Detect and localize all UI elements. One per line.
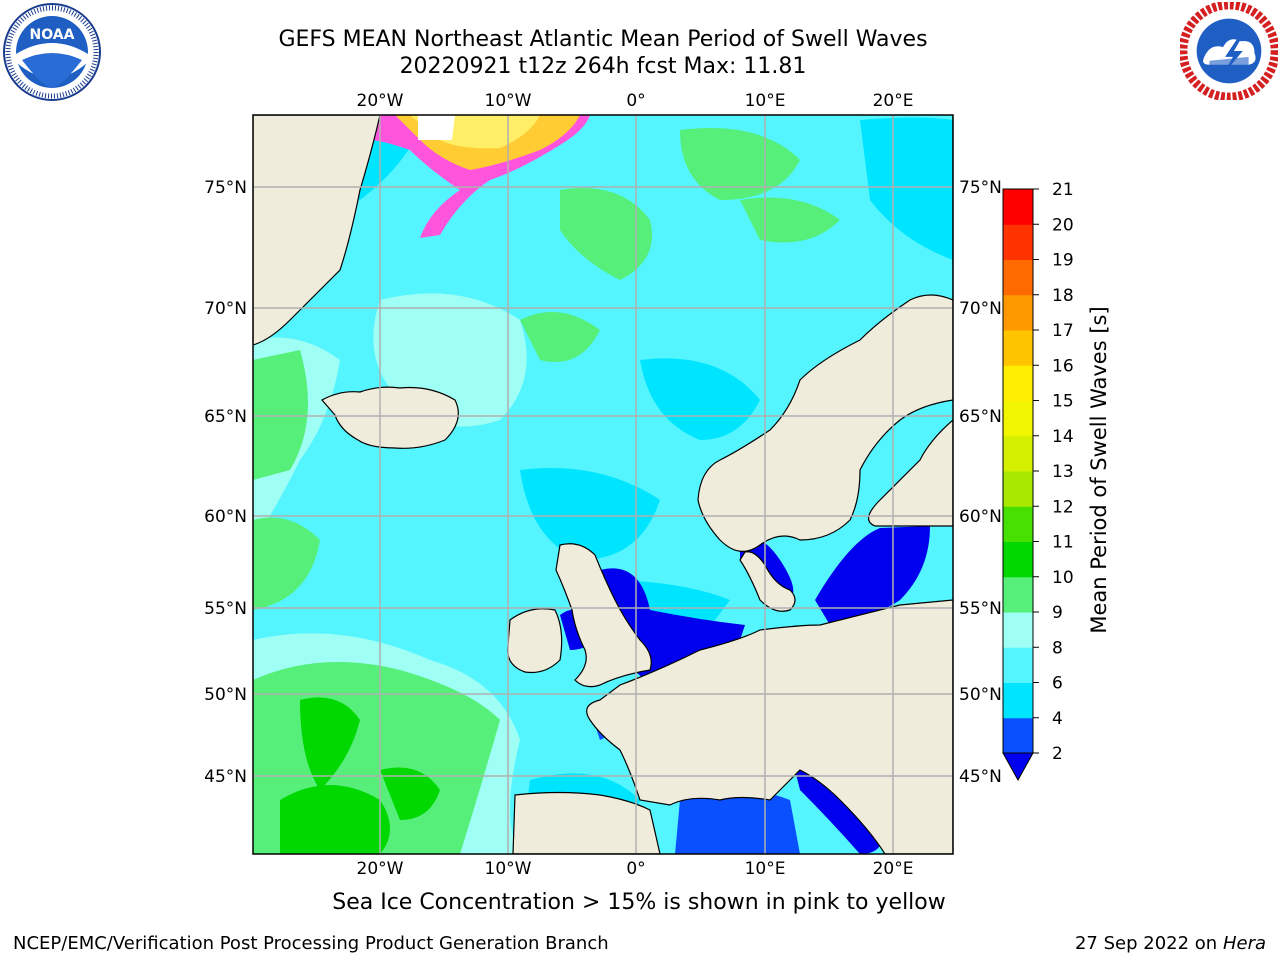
map-area: [253, 115, 953, 854]
finland-area: [868, 419, 953, 527]
lat-label-right: 70°N: [959, 299, 1002, 319]
sea-ice-caption: Sea Ice Concentration > 15% is shown in …: [332, 890, 946, 915]
colorbar-segment: [1003, 330, 1033, 366]
lon-labels-top: 20°W 10°W 0° 10°E 20°E: [357, 91, 914, 111]
colorbar-tick-label: 17: [1052, 321, 1074, 341]
colorbar-segment: [1003, 400, 1033, 437]
colorbar-segment: [1003, 471, 1033, 507]
colorbar-tick-label: 16: [1052, 356, 1074, 376]
denmark: [739, 551, 796, 612]
colorbar-tick-label: 10: [1052, 568, 1074, 588]
lat-label-right: 60°N: [959, 507, 1002, 527]
chart-title: GEFS MEAN Northeast Atlantic Mean Period…: [278, 27, 928, 52]
lat-labels-right: 75°N 70°N 65°N 60°N 55°N 50°N 45°N: [959, 178, 1002, 787]
colorbar-tick-label: 9: [1052, 603, 1063, 623]
lon-label-top: 0°: [626, 91, 645, 111]
lat-label-right: 75°N: [959, 178, 1002, 198]
colorbar-tick-label: 21: [1052, 180, 1074, 200]
nws-logo-icon: [1180, 2, 1278, 100]
iceland: [321, 386, 459, 449]
colorbar-tick-label: 6: [1052, 674, 1063, 694]
noaa-logo-icon: NOAA: [3, 3, 101, 101]
colorbar-segment: [1003, 259, 1033, 296]
colorbar-segment: [1003, 576, 1033, 613]
colorbar-segment: [1003, 682, 1033, 719]
footer-host: Hera: [1222, 933, 1266, 954]
ireland: [507, 608, 563, 674]
lon-label-bottom: 0°: [626, 859, 645, 879]
lat-label-right: 45°N: [959, 767, 1002, 787]
colorbar-segment: [1003, 612, 1033, 648]
lon-labels-bottom: 20°W 10°W 0° 10°E 20°E: [357, 859, 914, 879]
lat-label-left: 65°N: [204, 407, 247, 427]
lon-label-top: 10°W: [485, 91, 532, 111]
lat-label-right: 50°N: [959, 685, 1002, 705]
lat-label-left: 75°N: [204, 178, 247, 198]
lat-labels-left: 75°N 70°N 65°N 60°N 55°N 50°N 45°N: [204, 178, 247, 787]
lon-label-bottom: 20°W: [357, 859, 404, 879]
graticule: [253, 115, 953, 854]
lon-label-top: 20°W: [357, 91, 404, 111]
colorbar-tick-label: 12: [1052, 497, 1074, 517]
lon-label-bottom: 20°E: [873, 859, 914, 879]
lat-label-right: 65°N: [959, 407, 1002, 427]
colorbar-segment: [1003, 189, 1033, 225]
lat-label-left: 45°N: [204, 767, 247, 787]
chart-subtitle: 20220921 t12z 264h fcst Max: 11.81: [399, 54, 807, 79]
lat-label-right: 55°N: [959, 599, 1002, 619]
colorbar-label: Mean Period of Swell Waves [s]: [1087, 306, 1111, 633]
lon-label-bottom: 10°W: [485, 859, 532, 879]
colorbar-segment: [1003, 541, 1033, 578]
lat-label-left: 50°N: [204, 685, 247, 705]
colorbar-under-triangle: [1002, 752, 1034, 782]
colorbar-segment: [1003, 224, 1033, 260]
map-frame: [252, 114, 954, 855]
colorbar-tick-label: 19: [1052, 251, 1074, 271]
colorbar-segment: [1003, 717, 1033, 754]
lat-label-left: 60°N: [204, 507, 247, 527]
colorbar-tick-label: 2: [1052, 744, 1063, 764]
lat-label-left: 55°N: [204, 599, 247, 619]
footer-credit: NCEP/EMC/Verification Post Processing Pr…: [13, 933, 609, 954]
colorbar-tick-label: 18: [1052, 286, 1074, 306]
lon-label-bottom: 10°E: [745, 859, 786, 879]
colorbar-segment: [1003, 506, 1033, 542]
colorbar: 2 4 6 8 9 10 11 12 13 14 15 16 17 18 19 20 21: [1002, 180, 1074, 782]
lon-label-top: 20°E: [873, 91, 914, 111]
lat-label-left: 70°N: [204, 299, 247, 319]
colorbar-tick-label: 15: [1052, 392, 1074, 412]
colorbar-segment: [1003, 294, 1033, 331]
colorbar-tick-label: 14: [1052, 427, 1074, 447]
great-britain: [555, 543, 652, 688]
colorbar-segment: [1003, 647, 1033, 683]
colorbar-tick-label: 8: [1052, 638, 1063, 658]
colorbar-segment: [1003, 365, 1033, 401]
footer-date: 27 Sep 2022 on Hera: [1075, 933, 1266, 954]
footer-date-text: 27 Sep 2022 on: [1074, 933, 1218, 954]
colorbar-tick-label: 20: [1052, 215, 1074, 235]
noaa-logo-text: NOAA: [30, 27, 75, 43]
colorbar-tick-label: 11: [1052, 533, 1074, 553]
iberia: [512, 791, 661, 854]
scandinavia: [697, 115, 953, 552]
colorbar-segment: [1003, 435, 1033, 472]
colorbar-tick-label: 4: [1052, 709, 1063, 729]
colorbar-tick-label: 13: [1052, 462, 1074, 482]
lon-label-top: 10°E: [745, 91, 786, 111]
land: [253, 115, 953, 854]
